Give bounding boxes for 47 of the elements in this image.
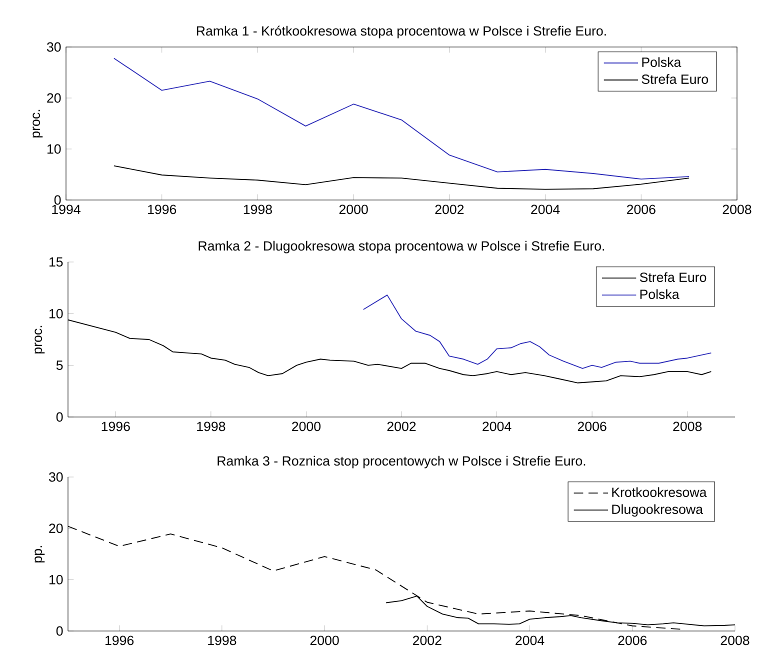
x-tick-label: 1996 bbox=[106, 636, 134, 646]
y-tick-label: 5 bbox=[56, 360, 63, 370]
y-tick-label: 15 bbox=[49, 257, 63, 267]
y-tick-label: 20 bbox=[49, 524, 63, 534]
legend-label: Strefa Euro bbox=[642, 74, 708, 84]
line-series bbox=[113, 165, 690, 190]
x-tick-label: 1996 bbox=[148, 204, 176, 214]
x-tick-label: 2006 bbox=[578, 422, 606, 432]
x-tick-label: 2004 bbox=[516, 636, 544, 646]
y-tick-label: 0 bbox=[56, 626, 63, 636]
chart-title: Ramka 3 - Roznica stop procentowych w Polsce i Strefie Euro. bbox=[218, 456, 586, 468]
chart-title: Ramka 1 - Krótkookresowa stopa procentowa w Polsce i Strefie Euro. bbox=[196, 26, 606, 38]
x-tick-label: 2002 bbox=[387, 422, 416, 432]
y-tick-label: 20 bbox=[47, 93, 61, 103]
legend-label: Krotkookresowa bbox=[612, 487, 707, 498]
chart-title: Ramka 2 - Dlugookresowa stopa procentowa w Polsce i Strefie Euro. bbox=[198, 240, 604, 254]
x-tick-label: 1994 bbox=[52, 204, 80, 214]
legend-label: Strefa Euro bbox=[640, 272, 706, 282]
x-tick-label: 2000 bbox=[292, 422, 321, 432]
legend-label: Dlugookresowa bbox=[612, 504, 704, 517]
x-tick-label: 1998 bbox=[244, 204, 272, 214]
x-tick-label: 1998 bbox=[208, 636, 236, 646]
x-tick-label: 2000 bbox=[310, 636, 339, 646]
x-tick-label: 2002 bbox=[435, 204, 464, 214]
x-tick-label: 1996 bbox=[102, 422, 130, 432]
y-axis-title: proc. bbox=[34, 326, 45, 354]
x-tick-label: 2008 bbox=[722, 204, 752, 214]
legend-label: Polska bbox=[640, 289, 680, 300]
y-tick-label: 0 bbox=[56, 412, 63, 422]
x-tick-label: 2004 bbox=[482, 422, 512, 432]
x-tick-label: 2002 bbox=[412, 636, 442, 646]
x-tick-label: 2006 bbox=[618, 636, 647, 646]
legend-label: Polska bbox=[642, 57, 682, 67]
x-tick-label: 2008 bbox=[673, 422, 702, 432]
y-tick-label: 10 bbox=[47, 144, 61, 154]
x-tick-label: 1998 bbox=[197, 422, 226, 432]
x-tick-label: 2000 bbox=[339, 204, 368, 214]
y-tick-label: 10 bbox=[49, 574, 63, 584]
x-tick-label: 2006 bbox=[626, 204, 656, 214]
x-tick-label: 2004 bbox=[531, 204, 560, 214]
y-tick-label: 30 bbox=[48, 472, 63, 482]
x-tick-label: 2008 bbox=[720, 636, 750, 646]
y-tick-label: 30 bbox=[46, 42, 61, 52]
y-tick-label: 0 bbox=[54, 195, 61, 205]
y-axis-title: pp. bbox=[34, 546, 45, 562]
y-axis-title: proc. bbox=[32, 110, 43, 138]
y-tick-label: 10 bbox=[49, 308, 63, 318]
